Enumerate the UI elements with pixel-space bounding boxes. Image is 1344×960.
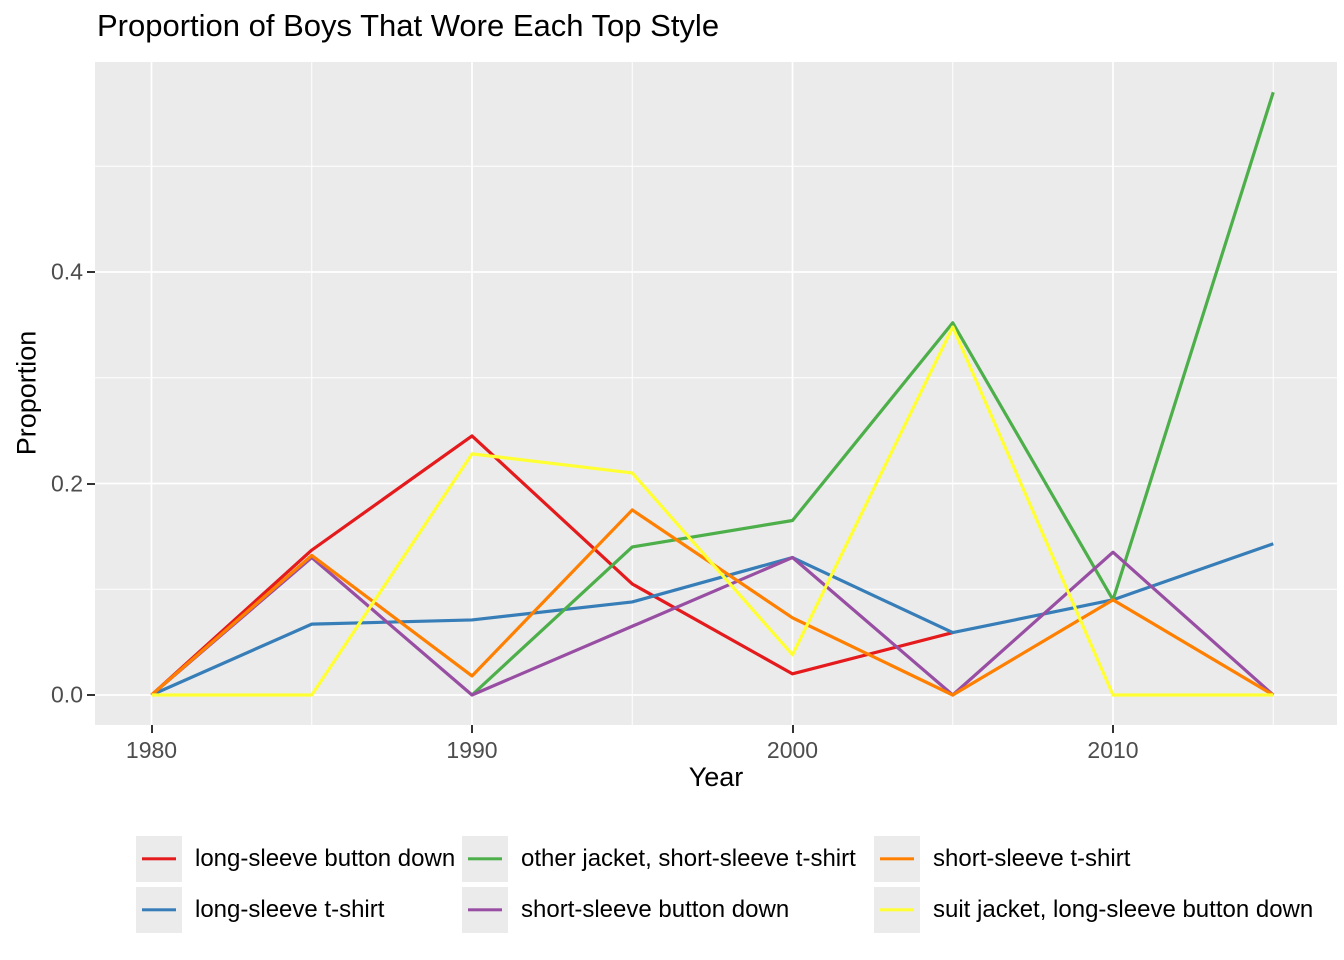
y-tick-label: 0.4 — [51, 258, 83, 285]
x-tick-label: 1990 — [446, 737, 498, 763]
legend-line-icon — [142, 857, 176, 861]
chart-title: Proportion of Boys That Wore Each Top St… — [97, 8, 720, 43]
legend-label: long-sleeve button down — [195, 845, 456, 872]
x-tick-mark — [471, 725, 473, 733]
x-tick-mark — [150, 725, 153, 733]
legend-key-icon — [136, 887, 182, 933]
legend-line-icon — [880, 908, 914, 912]
legend: long-sleeve button down long-sleeve t-sh… — [0, 836, 1344, 946]
legend-line-icon — [468, 908, 502, 912]
x-tick-mark — [1112, 725, 1114, 733]
legend-item: suit jacket, long-sleeve button down — [874, 887, 1313, 933]
x-tick-label: 2010 — [1087, 737, 1139, 763]
legend-key-icon — [136, 836, 182, 882]
series-line-1 — [150, 542, 1274, 697]
series-line-0 — [150, 434, 954, 697]
y-tick-mark — [87, 694, 95, 696]
plot-area — [95, 62, 1337, 725]
legend-column-2: other jacket, short-sleeve t-shirt short… — [462, 836, 856, 933]
y-tick-label: 0.2 — [51, 470, 83, 496]
legend-item: short-sleeve button down — [462, 887, 856, 933]
legend-key-icon — [874, 836, 920, 882]
legend-column-3: short-sleeve t-shirt suit jacket, long-s… — [874, 836, 1313, 933]
y-tick-mark — [87, 271, 95, 273]
legend-line-icon — [142, 908, 176, 912]
x-tick-label: 1980 — [125, 737, 178, 763]
x-axis-title: Year — [688, 762, 744, 792]
legend-key-icon — [462, 836, 508, 882]
legend-label: other jacket, short-sleeve t-shirt — [521, 845, 856, 872]
legend-key-icon — [874, 887, 920, 933]
y-tick-label: 0.0 — [51, 681, 83, 708]
legend-label: long-sleeve t-shirt — [195, 896, 385, 923]
series-line-3 — [150, 550, 1275, 697]
legend-label: short-sleeve button down — [521, 896, 790, 923]
legend-item: long-sleeve button down — [136, 836, 455, 882]
legend-column-1: long-sleeve button down long-sleeve t-sh… — [136, 836, 455, 933]
x-tick-label: 2000 — [766, 737, 819, 763]
y-tick-mark — [87, 482, 95, 485]
legend-item: short-sleeve t-shirt — [874, 836, 1313, 882]
series-line-5 — [151, 325, 1274, 697]
plot-panel — [95, 62, 1337, 725]
legend-line-icon — [880, 857, 914, 861]
legend-label: suit jacket, long-sleeve button down — [933, 896, 1314, 923]
legend-label: short-sleeve t-shirt — [933, 845, 1131, 872]
y-axis-title: Proportion — [11, 330, 42, 456]
x-tick-mark — [791, 725, 794, 733]
legend-key-icon — [462, 887, 508, 933]
series-line-2 — [470, 91, 1275, 697]
legend-line-icon — [468, 857, 502, 861]
legend-item: other jacket, short-sleeve t-shirt — [462, 836, 856, 882]
legend-item: long-sleeve t-shirt — [136, 887, 455, 933]
